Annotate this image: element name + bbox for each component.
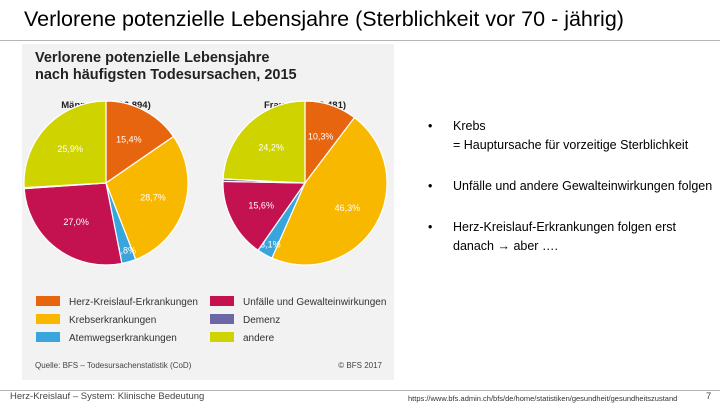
chart-copyright: © BFS 2017 [338, 361, 382, 370]
pie-2-label-2: 46,3% [335, 203, 361, 213]
chart-title: Verlorene potenzielle Lebensjahre nach h… [35, 50, 297, 84]
pie-1-slice-2 [105, 135, 189, 261]
chart-title-line1: Verlorene potenzielle Lebensjahre [35, 50, 270, 66]
legend-item-4: Unfälle und Gewalteinwirkungen [210, 296, 386, 309]
pie-1-label-1: 15,4% [116, 134, 142, 144]
chart-title-line2: nach häufigsten Todesursachen, 2015 [35, 67, 297, 83]
footer-text: Herz-Kreislauf – System: Klinische Bedeu… [10, 391, 205, 402]
legend-swatch [36, 332, 60, 342]
pie-2-label-1: 10,3% [308, 131, 334, 141]
legend-item-2: Krebserkrankungen [36, 314, 156, 327]
pie-1-label-3: 2,8% [115, 246, 136, 256]
pie-2-label-4: 15,6% [248, 200, 274, 210]
legend-item-3: Atemwegserkrankungen [36, 332, 177, 345]
legend-swatch [210, 332, 234, 342]
legend-swatch [36, 314, 60, 324]
bullet-item-herz-kreislauf: Herz-Kreislauf-Erkrankungen folgen erst … [428, 218, 720, 256]
footer-source-url[interactable]: https://www.bfs.admin.ch/bfs/de/home/sta… [408, 394, 678, 403]
legend-label: andere [243, 333, 275, 344]
bullet-item-krebs: Krebs= Hauptursache für vorzeitige Sterb… [428, 117, 720, 155]
title-divider [0, 40, 720, 41]
legend-label: Atemwegserkrankungen [69, 333, 177, 344]
pie-1-label-2: 28,7% [140, 193, 166, 203]
pie-2-slice-4 [222, 180, 307, 252]
bullet-list: Krebs= Hauptursache für vorzeitige Sterb… [428, 117, 720, 278]
chart-figure: Verlorene potenzielle Lebensjahre nach h… [22, 44, 394, 380]
chart-source: Quelle: BFS – Todesursachenstatistik (Co… [35, 361, 192, 370]
legend-label: Unfälle und Gewalteinwirkungen [243, 297, 387, 308]
pie-2-slice-6 [222, 100, 306, 184]
pie-2-label-6: 24,2% [258, 142, 284, 152]
legend-swatch [210, 296, 234, 306]
pie-1-label-4: 27,0% [63, 217, 89, 227]
legend-item-5: Demenz [210, 314, 280, 327]
pie-1-label-6: 25,9% [57, 144, 83, 154]
pie-charts: Männer (N=106 894)15,4%28,7%2,8%27,0%0,2… [23, 100, 388, 266]
bullet-item-unfaelle: Unfälle und andere Gewalteinwirkungen fo… [428, 177, 720, 196]
page-number: 7 [706, 391, 712, 402]
pie-2-label-3: 3,1% [260, 240, 281, 250]
slide-title: Verlorene potenzielle Lebensjahre (Sterb… [24, 7, 624, 31]
legend-swatch [210, 314, 234, 324]
legend-label: Herz-Kreislauf-Erkrankungen [69, 297, 198, 308]
pie-1-slice-4 [23, 182, 123, 266]
pie-1-slice-6 [23, 100, 107, 189]
legend-label: Demenz [243, 315, 281, 326]
pie-1-slice-1 [105, 100, 175, 185]
legend-item-6: andere [210, 332, 274, 345]
footer-divider [0, 390, 720, 391]
legend-item-1: Herz-Kreislauf-Erkrankungen [36, 296, 198, 309]
legend-swatch [36, 296, 60, 306]
legend-label: Krebserkrankungen [69, 315, 157, 326]
pie-2-slice-2 [271, 116, 388, 266]
